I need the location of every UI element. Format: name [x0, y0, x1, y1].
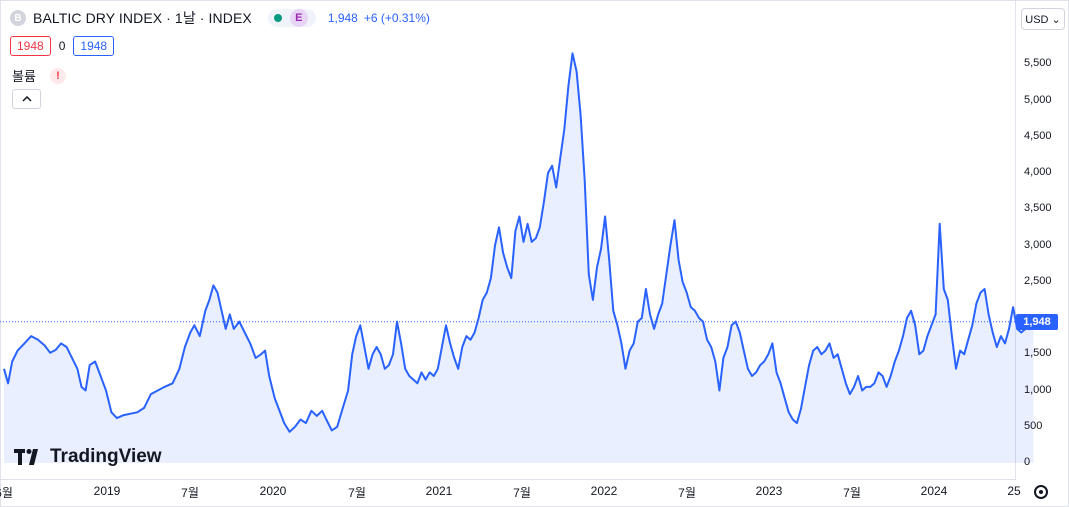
x-tick-label: 2020	[259, 484, 287, 498]
x-tick-label: 2023	[755, 484, 783, 498]
price-change-value: +6 (+0.31%)	[363, 11, 430, 25]
x-tick-label: 2022	[590, 484, 618, 498]
event-badge[interactable]: E	[289, 9, 308, 27]
y-tick-label: 1,000	[1024, 383, 1052, 396]
ohlc-open-box: 1948	[10, 36, 51, 56]
x-tick-label: 25	[1007, 484, 1021, 498]
ohlc-separator-value: 0	[58, 39, 66, 53]
currency-selector[interactable]: USD ⌄	[1021, 8, 1065, 30]
y-tick-label: 5,500	[1024, 57, 1052, 70]
volume-label[interactable]: 볼륨	[12, 69, 36, 84]
market-status-pill[interactable]: E	[267, 9, 316, 27]
y-tick-label: 0	[1024, 456, 1031, 468]
x-tick-label: 7월	[348, 486, 366, 500]
y-tick-label: 5,000	[1024, 93, 1052, 106]
x-tick-label: 2024	[920, 484, 948, 498]
chart-settings-icon[interactable]	[1034, 485, 1048, 499]
x-tick-label: 7월	[513, 486, 531, 500]
price-line	[3, 52, 1035, 433]
collapse-legend-button[interactable]	[12, 89, 41, 109]
volume-legend: 볼륨 !	[12, 66, 66, 85]
warning-icon[interactable]: !	[49, 67, 66, 84]
time-scale-divider	[0, 479, 1016, 480]
ohlc-close-box: 1948	[73, 36, 115, 56]
y-tick-label: 3,500	[1024, 202, 1052, 215]
x-tick-label: 7월	[678, 486, 696, 500]
symbol-logo-icon: B	[10, 10, 26, 26]
last-price-tag: 1,948	[1016, 313, 1058, 330]
symbol-title[interactable]: BALTIC DRY INDEX · 1날 · INDEX	[33, 10, 252, 26]
x-tick-label: 7월	[181, 486, 199, 500]
x-tick-label: 7월	[843, 486, 861, 500]
x-tick-label: 6월	[0, 486, 13, 500]
x-tick-label: 2021	[425, 484, 453, 498]
tradingview-logo[interactable]: TradingView	[14, 446, 162, 468]
last-price-value: 1,948	[327, 11, 358, 25]
tradingview-wordmark: TradingView	[50, 446, 162, 467]
y-tick-label: 2,500	[1024, 274, 1052, 287]
x-tick-label: 2019	[93, 484, 121, 498]
price-area-fill	[4, 53, 1034, 464]
tradingview-logo-icon	[14, 449, 38, 465]
legend-header: B BALTIC DRY INDEX · 1날 · INDEX E 1,948 …	[10, 8, 430, 28]
chevron-up-icon	[21, 96, 32, 102]
market-open-dot-icon	[273, 14, 282, 22]
y-tick-label: 3,000	[1024, 238, 1052, 251]
y-tick-label: 500	[1024, 419, 1043, 432]
price-scale-divider	[1015, 0, 1016, 480]
y-tick-label: 4,000	[1024, 166, 1052, 178]
ohlc-row: 1948 0 1948	[10, 36, 115, 56]
y-tick-label: 4,500	[1024, 129, 1052, 142]
y-tick-label: 1,500	[1024, 347, 1052, 360]
